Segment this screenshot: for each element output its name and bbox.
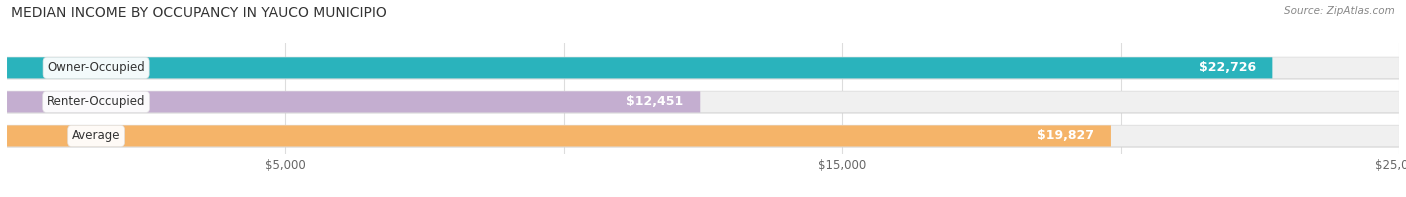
FancyBboxPatch shape xyxy=(7,125,1111,147)
FancyBboxPatch shape xyxy=(7,91,1399,113)
Text: $19,827: $19,827 xyxy=(1038,129,1094,142)
FancyBboxPatch shape xyxy=(7,57,1272,78)
Text: Owner-Occupied: Owner-Occupied xyxy=(48,61,145,74)
FancyBboxPatch shape xyxy=(7,57,1399,79)
Text: Source: ZipAtlas.com: Source: ZipAtlas.com xyxy=(1284,6,1395,16)
FancyBboxPatch shape xyxy=(7,91,700,112)
Text: Renter-Occupied: Renter-Occupied xyxy=(46,95,145,108)
FancyBboxPatch shape xyxy=(7,57,1399,78)
FancyBboxPatch shape xyxy=(7,91,1399,112)
FancyBboxPatch shape xyxy=(7,125,1399,147)
Text: $22,726: $22,726 xyxy=(1198,61,1256,74)
FancyBboxPatch shape xyxy=(7,125,1399,148)
Text: $12,451: $12,451 xyxy=(626,95,683,108)
Text: MEDIAN INCOME BY OCCUPANCY IN YAUCO MUNICIPIO: MEDIAN INCOME BY OCCUPANCY IN YAUCO MUNI… xyxy=(11,6,387,20)
Text: Average: Average xyxy=(72,129,121,142)
